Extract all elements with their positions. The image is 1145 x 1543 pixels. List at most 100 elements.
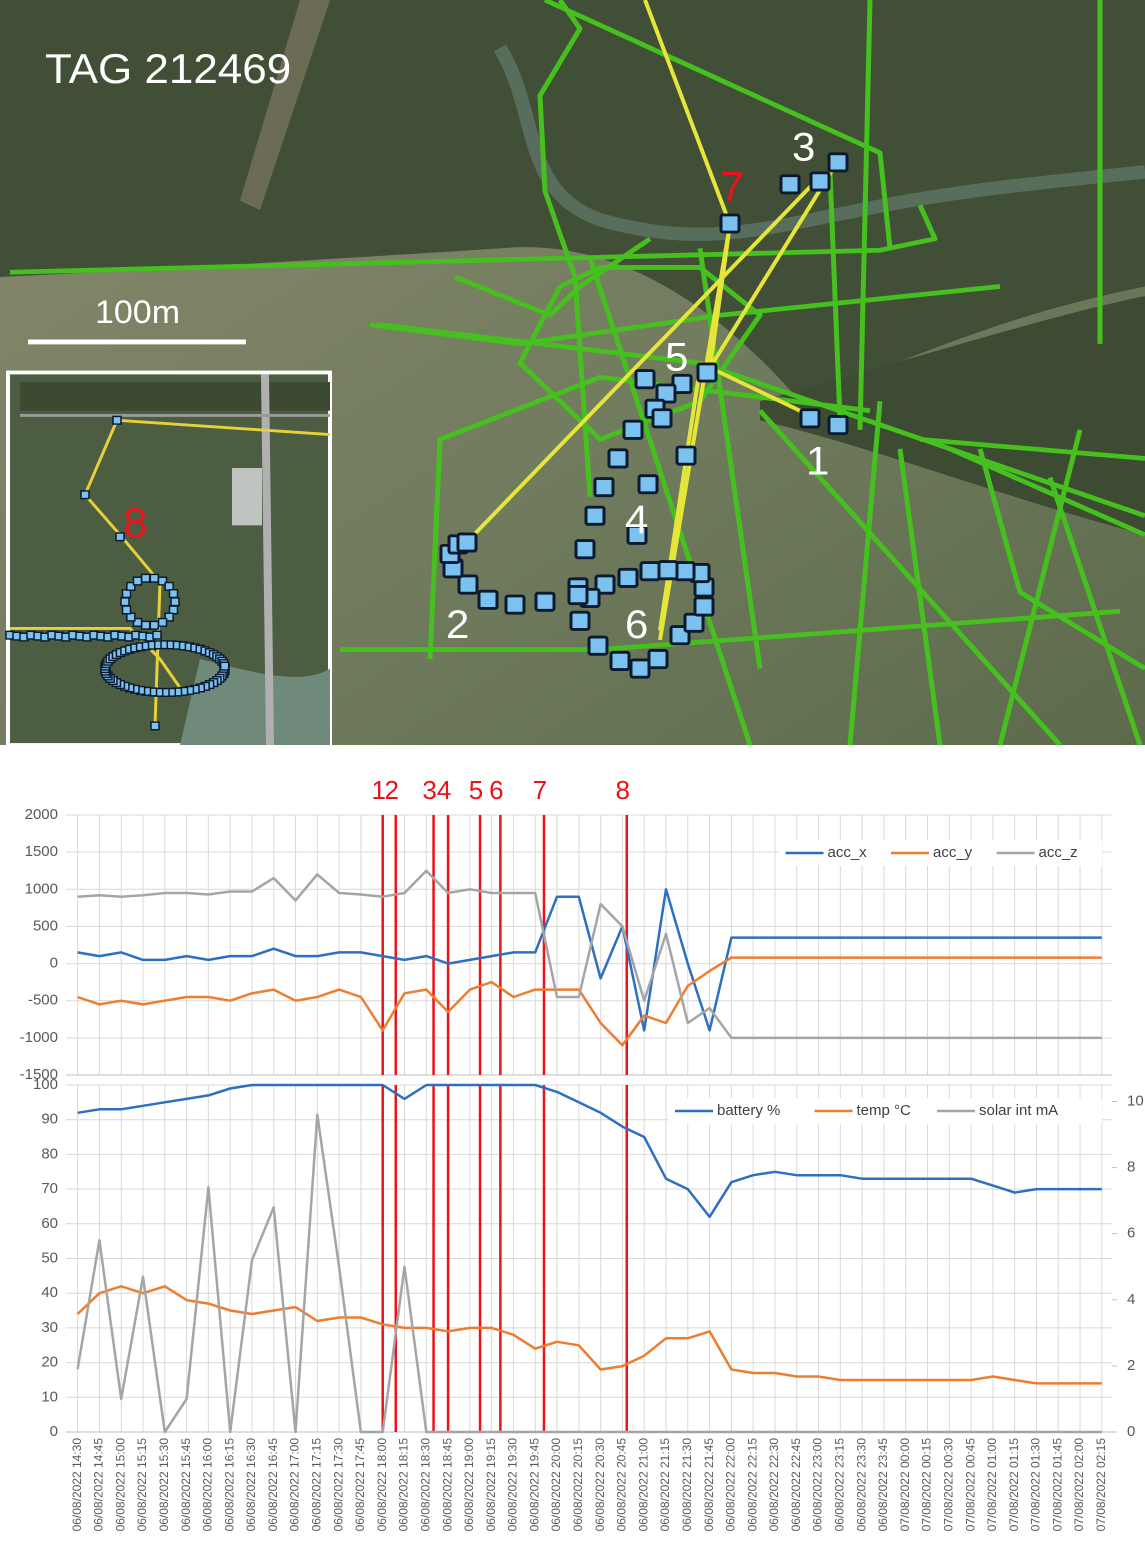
fix-marker [477,589,499,610]
event-label: 3 [422,775,436,805]
fix-marker [152,630,162,640]
y-tick-label: 50 [41,1249,58,1266]
fix-marker [168,589,179,599]
track [454,236,652,318]
y-tick-label: 500 [33,917,58,934]
track [919,436,1145,461]
track [758,409,1062,745]
series-line [77,956,1102,1047]
x-tick-label: 06/08/2022 17:30 [331,1438,345,1532]
x-tick-label: 06/08/2022 16:30 [244,1438,258,1532]
point-label: 6 [625,602,648,647]
y2-tick-label: 6 [1127,1225,1135,1242]
fix-marker [112,415,122,425]
x-tick-label: 06/08/2022 18:30 [418,1438,432,1532]
y-tick-label: 1000 [25,880,58,897]
track [517,265,763,442]
flight-line [699,361,811,418]
x-tick-label: 07/08/2022 01:30 [1029,1438,1043,1532]
fix-marker [574,539,596,560]
fix-marker [634,369,656,390]
y-tick-label: 60 [41,1215,58,1232]
road [261,374,274,745]
fix-marker [607,448,629,469]
fix-marker [80,490,90,500]
event-label: 6 [489,775,503,805]
fix-marker [569,610,591,631]
y2-tick-label: 0 [1127,1423,1135,1440]
legend-label: solar int mA [979,1102,1058,1119]
x-tick-label: 06/08/2022 16:00 [201,1438,215,1532]
fix-marker [683,612,705,633]
vegetation [20,382,330,411]
fix-marker [629,658,651,679]
fix-marker [157,576,168,586]
fix-marker [587,635,609,656]
y-tick-label: 0 [50,955,58,972]
fix-marker [140,573,151,583]
fix-marker [622,419,644,440]
track [827,171,843,421]
fix-marker [827,152,849,173]
tracks [9,0,1145,745]
x-tick-label: 06/08/2022 14:30 [70,1438,84,1532]
fix-marker [456,532,478,553]
fix-marker [132,617,143,627]
y-tick-label: 90 [41,1111,58,1128]
fix-marker [115,532,125,542]
track [1047,476,1143,745]
fix-marker [719,213,741,234]
point-label: 5 [665,334,688,379]
point-label: 8 [123,500,147,547]
x-tick-label: 06/08/2022 18:15 [397,1438,411,1532]
flight-line [116,418,331,437]
flight-line [658,367,702,631]
fix-marker [149,620,160,630]
fix-marker [675,445,697,466]
track [857,0,873,430]
path [240,0,330,211]
series-line [76,1285,1102,1385]
fix-marker [149,573,160,583]
track [897,448,943,745]
point-label: 2 [446,602,469,647]
x-tick-label: 07/08/2022 00:30 [941,1438,955,1532]
fix-marker [827,415,849,436]
x-tick-label: 06/08/2022 20:45 [615,1438,629,1532]
point-label: 3 [792,124,815,169]
x-tick-label: 06/08/2022 15:45 [179,1438,193,1532]
x-tick-label: 06/08/2022 23:30 [854,1438,868,1532]
point-label: 7 [720,163,744,210]
event-label: 5 [469,775,483,805]
legend-label: acc_z [1039,844,1078,861]
fix-marker [150,721,160,731]
x-tick-label: 06/08/2022 14:45 [92,1438,106,1532]
fix-marker [126,581,136,591]
legend-label: temp °C [857,1102,912,1119]
y2-tick-label: 4 [1127,1291,1135,1308]
fix-marker [170,597,180,607]
track [977,448,1145,671]
y-tick-label: 10 [41,1388,58,1405]
x-tick-label: 06/08/2022 16:45 [266,1438,280,1532]
series-line [77,1083,1102,1219]
x-tick-label: 07/08/2022 01:15 [1007,1438,1021,1532]
y-tick-label: -500 [28,992,58,1009]
fix-marker [219,661,230,671]
series-line [77,888,1102,1032]
event-label: 8 [616,775,630,805]
y2-tick-label: 10 [1127,1092,1144,1109]
x-tick-label: 06/08/2022 18:00 [375,1438,389,1532]
scale-label: 100m [95,295,180,331]
x-tick-label: 07/08/2022 01:45 [1050,1438,1064,1532]
inset-map [5,370,332,745]
legend-label: battery % [717,1102,780,1119]
x-tick-label: 06/08/2022 22:00 [724,1438,738,1532]
x-tick-label: 06/08/2022 20:30 [593,1438,607,1532]
x-tick-label: 07/08/2022 02:00 [1072,1438,1086,1532]
y-tick-label: 1500 [25,843,58,860]
fix-marker [809,171,831,192]
track [847,400,883,745]
fix-marker [164,612,174,622]
